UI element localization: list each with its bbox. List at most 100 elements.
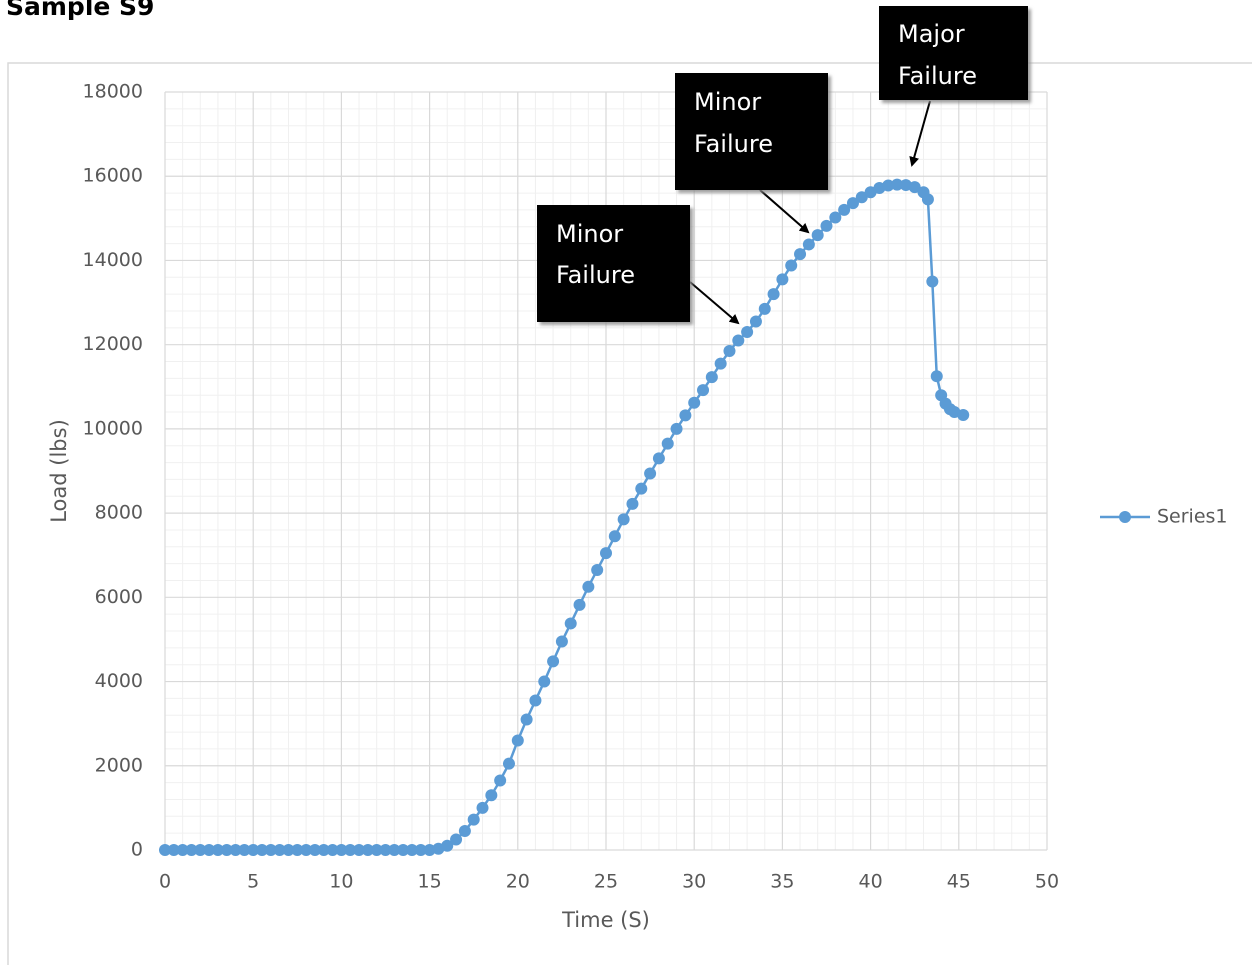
data-point	[335, 844, 348, 856]
data-point	[838, 203, 851, 216]
data-point	[811, 229, 824, 242]
data-point	[458, 825, 471, 838]
y-tick-label: 0	[131, 839, 143, 861]
data-point	[502, 757, 515, 770]
data-point	[300, 844, 313, 856]
y-tick-label: 6000	[95, 586, 143, 608]
data-point	[749, 315, 762, 328]
data-point	[617, 513, 630, 526]
data-point	[573, 598, 586, 611]
data-point	[220, 844, 233, 856]
data-point	[256, 844, 269, 856]
data-point	[414, 844, 427, 856]
data-point	[732, 334, 745, 347]
data-point	[203, 844, 216, 856]
data-point	[776, 273, 789, 286]
data-point	[326, 844, 339, 856]
data-point	[652, 452, 665, 465]
data-point	[921, 193, 934, 206]
data-point	[547, 655, 560, 668]
data-point	[194, 844, 207, 856]
x-axis-label: Time (S)	[561, 908, 650, 932]
data-point	[379, 844, 392, 856]
data-point	[388, 844, 401, 856]
annotation-text: Minor	[556, 220, 623, 248]
data-point	[511, 734, 524, 747]
data-point	[794, 248, 807, 261]
annotation-text: Failure	[556, 261, 635, 289]
data-point	[908, 181, 921, 194]
data-point	[282, 844, 295, 856]
data-point	[476, 801, 489, 814]
data-point	[855, 191, 868, 204]
x-tick-label: 35	[770, 871, 794, 893]
y-tick-label: 16000	[83, 165, 143, 187]
data-point	[891, 178, 904, 191]
data-point	[767, 288, 780, 301]
x-tick-label: 40	[859, 871, 883, 893]
data-point	[370, 844, 383, 856]
x-tick-label: 45	[947, 871, 971, 893]
data-point	[600, 547, 612, 560]
data-point	[361, 844, 374, 856]
annotation: Minor Failure	[537, 205, 740, 325]
data-point	[741, 326, 754, 339]
data-point	[714, 357, 727, 370]
data-point	[564, 617, 577, 630]
y-tick-label: 12000	[83, 333, 143, 355]
data-point	[591, 563, 604, 576]
data-point	[758, 302, 771, 315]
data-point	[405, 844, 418, 856]
data-point	[644, 467, 657, 480]
data-point	[679, 409, 692, 422]
annotation: Major Failure	[879, 6, 1028, 167]
data-point	[608, 530, 621, 543]
data-point	[688, 396, 701, 409]
x-tick-label: 0	[159, 871, 171, 893]
annotation-text: Failure	[898, 62, 977, 90]
data-point	[926, 275, 939, 288]
data-point	[882, 179, 895, 192]
annotation-text: Failure	[694, 130, 773, 158]
data-point	[661, 437, 674, 450]
data-point	[317, 844, 330, 856]
data-point	[802, 238, 815, 251]
data-point	[423, 844, 436, 856]
data-point	[467, 813, 480, 826]
chart-border	[7, 62, 1252, 965]
arrow	[759, 189, 810, 234]
y-tick-label: 2000	[95, 754, 143, 776]
annotation-text: Minor	[694, 88, 761, 116]
x-tick-label: 25	[594, 871, 618, 893]
data-point	[930, 370, 943, 383]
x-tick-label: 5	[247, 871, 259, 893]
data-point	[697, 384, 710, 397]
legend-label: Series1	[1157, 506, 1228, 528]
data-point	[159, 844, 171, 856]
data-point	[846, 197, 859, 210]
annotation: Minor Failure	[675, 73, 828, 234]
data-point	[211, 844, 224, 856]
x-tick-label: 10	[329, 871, 353, 893]
data-point	[441, 839, 454, 852]
data-point	[635, 482, 648, 495]
data-point	[353, 844, 366, 856]
data-point	[450, 833, 463, 846]
data-point	[485, 789, 498, 802]
y-tick-label: 4000	[95, 670, 143, 692]
data-point	[229, 844, 242, 856]
y-tick-label: 8000	[95, 502, 143, 524]
data-point	[538, 675, 551, 688]
arrow	[909, 100, 931, 167]
annotation-text: Major	[898, 20, 965, 48]
data-point	[167, 844, 180, 856]
data-point	[273, 844, 286, 856]
chart-title: Sample S9	[6, 0, 154, 21]
data-point	[957, 408, 970, 421]
data-point	[520, 713, 533, 726]
x-tick-label: 15	[418, 871, 442, 893]
data-point	[626, 497, 639, 510]
annotation-box	[879, 6, 1028, 100]
